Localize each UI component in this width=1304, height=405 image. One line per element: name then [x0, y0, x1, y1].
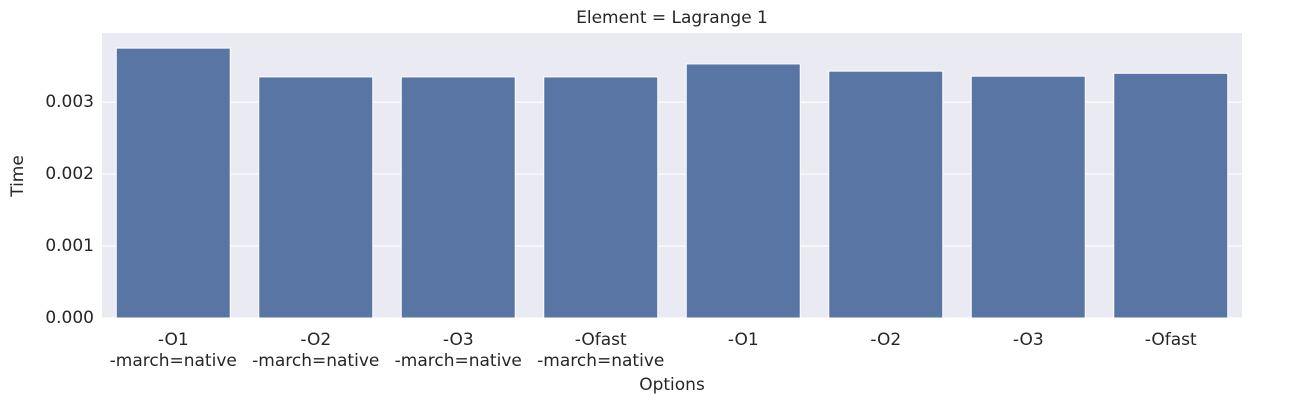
y-tick-label: 0.000: [45, 308, 94, 328]
bar: [685, 63, 801, 319]
bar: [543, 76, 659, 319]
y-axis-label: Time: [8, 155, 28, 198]
x-tick-label: -O1: [158, 330, 189, 350]
x-axis-label: Options: [639, 375, 705, 395]
x-tick-label: -Ofast: [575, 330, 627, 350]
x-tick-label: -O3: [1013, 330, 1044, 350]
bar: [115, 47, 231, 319]
y-tick-label: 0.001: [45, 236, 94, 256]
x-tick-label: -march=native: [110, 351, 237, 371]
x-tick-label: -O2: [870, 330, 901, 350]
bar: [828, 70, 944, 319]
x-tick-label: -O2: [300, 330, 331, 350]
y-tick-label: 0.002: [45, 164, 94, 184]
bar: [970, 75, 1086, 319]
x-tick-label: -march=native: [252, 351, 379, 371]
x-tick-label: -march=native: [537, 351, 664, 371]
bar: [258, 76, 374, 319]
x-tick-label: -march=native: [395, 351, 522, 371]
x-tick-label: -O3: [443, 330, 474, 350]
chart-title: Element = Lagrange 1: [576, 8, 768, 28]
x-tick-label: -O1: [728, 330, 759, 350]
x-tick-label: -Ofast: [1145, 330, 1197, 350]
bar: [400, 76, 516, 319]
bar: [1113, 72, 1229, 319]
y-tick-label: 0.003: [45, 92, 94, 112]
